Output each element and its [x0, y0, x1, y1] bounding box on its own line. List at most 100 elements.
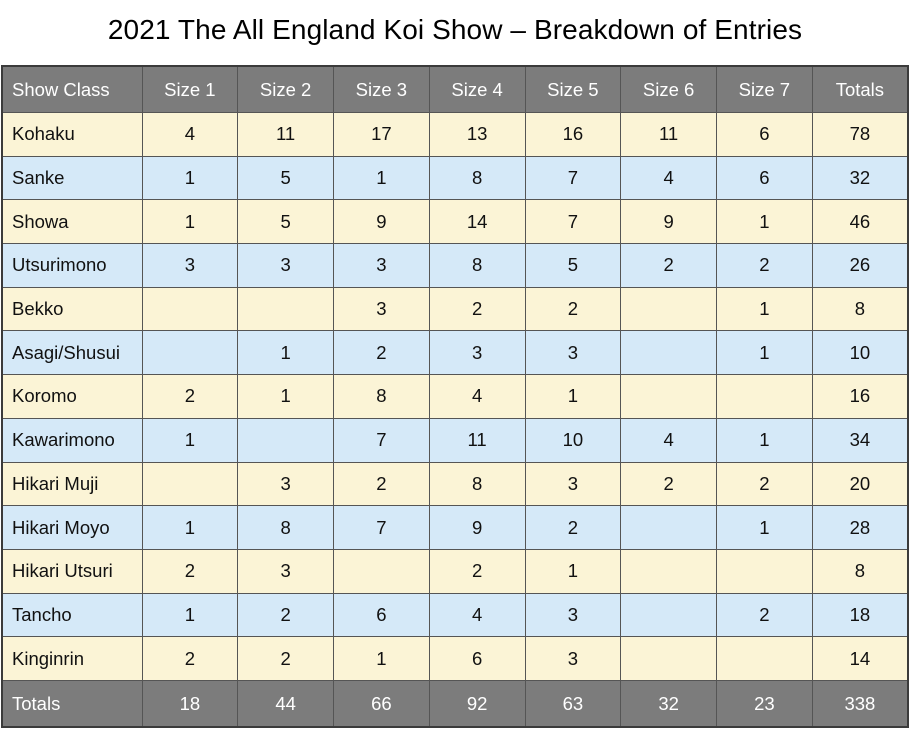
table-cell: 11: [428, 417, 526, 463]
table-cell: [620, 592, 717, 638]
row-total-cell: 8: [811, 548, 909, 594]
table-cell: 11: [620, 112, 717, 157]
table-cell: [716, 374, 813, 419]
table-cell: [237, 286, 334, 332]
totals-cell: 23: [716, 680, 813, 728]
table-cell: 3: [141, 243, 239, 288]
table-cell: 8: [428, 461, 526, 507]
column-header: Size 6: [620, 65, 717, 113]
table-cell: [141, 330, 239, 376]
show-class-cell: Showa: [1, 199, 143, 245]
table-row: Koromo 2 1 8 4 1 16: [1, 374, 909, 419]
table-cell: 2: [524, 286, 622, 332]
row-total-cell: 16: [811, 374, 909, 419]
table-cell: 8: [428, 243, 526, 288]
table-cell: 1: [237, 330, 334, 376]
grand-total-cell: 338: [811, 680, 909, 728]
column-header: Totals: [811, 65, 909, 113]
table-cell: 1: [333, 155, 430, 201]
table-cell: [141, 461, 239, 507]
table-cell: [620, 548, 717, 594]
table-cell: 2: [524, 505, 622, 550]
table-cell: 5: [237, 199, 334, 245]
table-cell: 6: [716, 155, 813, 201]
table-cell: 8: [237, 505, 334, 550]
table-cell: [716, 548, 813, 594]
row-total-cell: 32: [811, 155, 909, 201]
table-cell: 3: [237, 548, 334, 594]
table-cell: [620, 505, 717, 550]
totals-cell: 66: [333, 680, 430, 728]
row-total-cell: 8: [811, 286, 909, 332]
table-cell: 11: [237, 112, 334, 157]
table-cell: 3: [333, 286, 430, 332]
row-total-cell: 34: [811, 417, 909, 463]
show-class-cell: Koromo: [1, 374, 143, 419]
table-cell: 2: [716, 243, 813, 288]
table-cell: 8: [333, 374, 430, 419]
row-total-cell: 18: [811, 592, 909, 638]
table-cell: 1: [716, 505, 813, 550]
totals-cell: 44: [237, 680, 334, 728]
table-cell: [141, 286, 239, 332]
table-cell: 2: [333, 461, 430, 507]
table-cell: [620, 636, 717, 681]
table-row: Kawarimono 1 7 11 10 4 1 34: [1, 417, 909, 463]
table-cell: 1: [333, 636, 430, 681]
table-cell: 1: [716, 286, 813, 332]
table-cell: 5: [237, 155, 334, 201]
row-total-cell: 46: [811, 199, 909, 245]
header-row: Show Class Size 1 Size 2 Size 3 Size 4 S…: [1, 65, 909, 113]
table-cell: 10: [524, 417, 622, 463]
table-cell: 3: [524, 592, 622, 638]
table-cell: [716, 636, 813, 681]
show-class-cell: Kinginrin: [1, 636, 143, 681]
table-cell: 2: [237, 592, 334, 638]
table-cell: 2: [620, 461, 717, 507]
row-total-cell: 78: [811, 112, 909, 157]
totals-label: Totals: [1, 680, 143, 728]
table-cell: 1: [141, 592, 239, 638]
table-cell: 2: [141, 548, 239, 594]
table-cell: 1: [141, 417, 239, 463]
table-row: Tancho 1 2 6 4 3 2 18: [1, 592, 909, 638]
column-header: Size 1: [141, 65, 239, 113]
show-class-cell: Utsurimono: [1, 243, 143, 288]
row-total-cell: 20: [811, 461, 909, 507]
show-class-cell: Bekko: [1, 286, 143, 332]
row-total-cell: 26: [811, 243, 909, 288]
table-cell: 7: [524, 155, 622, 201]
table-row: Kinginrin 2 2 1 6 3 14: [1, 636, 909, 681]
table-cell: 4: [428, 374, 526, 419]
table-cell: 6: [716, 112, 813, 157]
totals-cell: 32: [620, 680, 717, 728]
table-cell: 7: [333, 417, 430, 463]
show-class-cell: Hikari Moyo: [1, 505, 143, 550]
column-header: Size 5: [524, 65, 622, 113]
table-cell: [620, 330, 717, 376]
table-cell: 13: [428, 112, 526, 157]
table-cell: 3: [333, 243, 430, 288]
table-cell: 4: [428, 592, 526, 638]
entries-table: Show Class Size 1 Size 2 Size 3 Size 4 S…: [1, 65, 909, 728]
table-cell: [620, 286, 717, 332]
column-header: Size 3: [333, 65, 430, 113]
table-cell: [620, 374, 717, 419]
row-total-cell: 10: [811, 330, 909, 376]
table-row: Hikari Utsuri 2 3 2 1 8: [1, 548, 909, 594]
show-class-cell: Kawarimono: [1, 417, 143, 463]
table-cell: 1: [141, 155, 239, 201]
table-cell: 9: [620, 199, 717, 245]
show-class-cell: Sanke: [1, 155, 143, 201]
table-cell: 4: [141, 112, 239, 157]
table-row: Hikari Muji 3 2 8 3 2 2 20: [1, 461, 909, 507]
table-cell: 3: [524, 461, 622, 507]
totals-cell: 18: [141, 680, 239, 728]
table-row: Utsurimono 3 3 3 8 5 2 2 26: [1, 243, 909, 288]
table-cell: 2: [428, 548, 526, 594]
row-total-cell: 28: [811, 505, 909, 550]
column-header: Size 4: [428, 65, 526, 113]
show-class-cell: Tancho: [1, 592, 143, 638]
table-row: Kohaku 4 11 17 13 16 11 6 78: [1, 112, 909, 157]
table-row: Showa 1 5 9 14 7 9 1 46: [1, 199, 909, 245]
